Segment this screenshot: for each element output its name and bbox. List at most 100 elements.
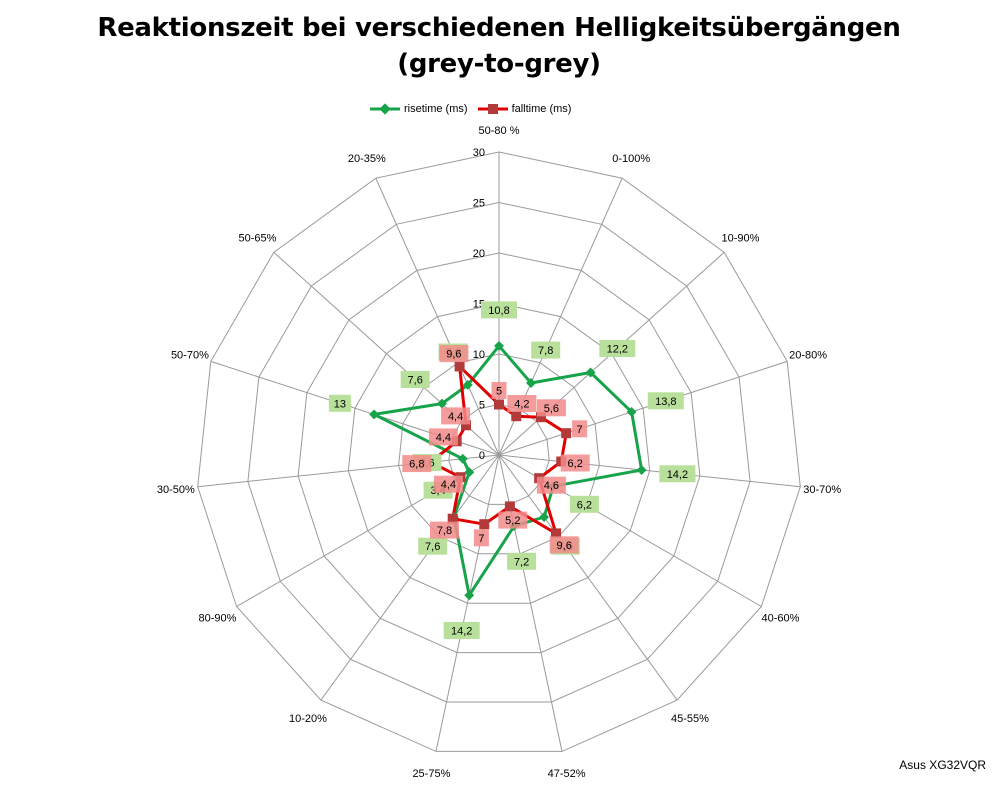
data-label-text: 7,6 (425, 541, 440, 553)
data-label-text: 12,2 (607, 344, 628, 356)
category-label: 50-70% (171, 350, 209, 362)
falltime-data-label: 6,8 (402, 455, 432, 473)
category-label: 10-20% (289, 713, 327, 725)
risetime-data-label: 7,8 (531, 341, 561, 359)
chart-title: Reaktionszeit bei verschiedenen Helligke… (0, 10, 998, 82)
data-label-bg (481, 301, 517, 319)
falltime-marker (561, 428, 572, 439)
category-label: 30-70% (803, 484, 841, 496)
falltime-marker (447, 513, 458, 524)
radial-tick-label: 20 (473, 248, 485, 260)
data-label-text: 7 (577, 424, 583, 436)
data-label-bg (328, 394, 351, 412)
risetime-marker (626, 406, 637, 417)
data-label-text: 6,8 (409, 459, 424, 471)
data-label-text: 5 (496, 386, 502, 398)
data-label-bg (418, 537, 448, 555)
falltime-data-label: 7 (473, 529, 489, 547)
falltime-marker (504, 501, 515, 512)
grid-spoke (498, 360, 788, 456)
risetime-marker (539, 512, 550, 523)
falltime-marker (536, 412, 546, 423)
falltime-data-label: 4,6 (536, 476, 566, 494)
risetime-marker (437, 398, 447, 409)
data-label-text: 4,2 (514, 399, 529, 411)
data-label-text: 7,8 (437, 525, 452, 537)
risetime-data-label: 13,8 (647, 392, 684, 410)
category-labels: 50-80 % 0-100% 10-90% 20-80% 30-70% 40-60% 45-… (157, 125, 842, 780)
falltime-data-label: 6,2 (560, 454, 590, 472)
grid-spoke (197, 454, 500, 488)
category-label: 0-100% (612, 153, 650, 165)
category-label: 50-80 % (479, 125, 520, 137)
falltime-data-label: 4,4 (441, 407, 471, 425)
falltime-data-label: 5 (491, 382, 507, 399)
data-label-text: 9,6 (557, 540, 572, 552)
grid-ring (297, 252, 701, 654)
data-label-bg (402, 455, 432, 473)
series-line-risetime (372, 344, 644, 597)
data-label-text: 13,8 (655, 396, 676, 408)
data-label-bg (560, 454, 590, 472)
data-label-bg (473, 529, 489, 547)
data-label-text: 13 (334, 398, 346, 410)
data-label-text: 5,2 (505, 515, 520, 527)
data-label-text: 7 (478, 533, 484, 545)
series-lines (372, 344, 644, 597)
data-label-text: 4,4 (441, 479, 456, 491)
falltime-data-label: 5,2 (498, 511, 528, 529)
data-label-bg (536, 476, 566, 494)
data-label-bg (569, 495, 599, 513)
risetime-data-label: 6,2 (569, 495, 599, 513)
data-label-bg (498, 511, 528, 529)
category-label: 40-60% (762, 613, 800, 625)
radial-tick-label: 25 (473, 198, 485, 210)
data-label-text: 9,6 (446, 349, 461, 361)
watermark: Asus XG32VQR (899, 758, 986, 772)
chart-title-line-1: Reaktionszeit bei verschiedenen Helligke… (97, 13, 901, 43)
legend-falltime-label: falltime (ms) (511, 103, 572, 115)
legend-item-falltime: falltime (ms) (477, 103, 572, 115)
grid-spoke (435, 454, 500, 752)
risetime-data-label: 7,6 (418, 537, 448, 555)
data-label-text: 6,2 (577, 499, 592, 511)
falltime-data-label: 7,8 (430, 521, 459, 539)
category-label: 10-90% (722, 233, 760, 245)
falltime-marker (494, 399, 504, 410)
data-label-bg (443, 622, 480, 639)
falltime-marker (479, 519, 490, 530)
data-label-text: 7,6 (408, 375, 423, 387)
category-label: 50-65% (239, 233, 277, 245)
risetime-data-label: 14,2 (443, 622, 480, 639)
data-label-bg (430, 521, 459, 539)
data-label-text: 5,6 (544, 403, 559, 415)
grid-ring (197, 151, 801, 752)
data-labels: 10,87,812,213,814,26,27,67,214,27,63,43,… (328, 301, 696, 639)
data-label-bg (507, 395, 537, 412)
radar-grid (197, 151, 801, 752)
grid-ring (247, 201, 751, 703)
falltime-data-label: 7 (572, 420, 588, 438)
falltime-data-label: 5,6 (536, 399, 566, 417)
risetime-marker (464, 467, 475, 478)
data-label-bg (439, 345, 469, 363)
data-label-bg (536, 399, 566, 417)
data-label-bg (507, 552, 537, 570)
chart-title-line-2: (grey-to-grey) (397, 49, 601, 79)
data-label-bg (572, 420, 588, 438)
data-label-bg (441, 407, 471, 425)
data-label-bg (599, 340, 636, 357)
grid-spoke (375, 177, 500, 456)
falltime-marker (461, 420, 471, 431)
legend: risetime (ms) falltime (ms) (370, 100, 581, 118)
series-line-falltime (429, 364, 568, 535)
risetime-data-label: 10,8 (481, 301, 517, 319)
grid-spoke (320, 454, 500, 701)
data-label-bg (428, 428, 458, 446)
falltime-data-label: 9,6 (439, 345, 469, 363)
falltime-marker (551, 528, 561, 539)
data-label-text: 7,8 (538, 345, 553, 357)
risetime-data-label: 7,6 (400, 371, 430, 388)
